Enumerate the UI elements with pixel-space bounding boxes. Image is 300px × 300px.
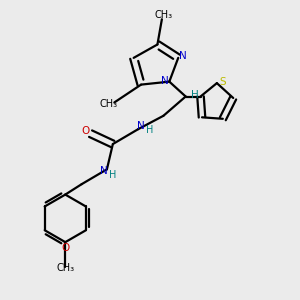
Text: CH₃: CH₃ — [57, 263, 75, 273]
Text: CH₃: CH₃ — [154, 10, 172, 20]
Text: O: O — [81, 126, 89, 136]
Text: O: O — [62, 243, 70, 253]
Text: CH₃: CH₃ — [99, 99, 118, 109]
Text: H: H — [109, 170, 116, 180]
Text: N: N — [100, 166, 108, 176]
Text: N: N — [179, 51, 187, 62]
Text: H: H — [191, 90, 199, 100]
Text: H: H — [146, 125, 153, 135]
Text: N: N — [137, 121, 145, 130]
Text: N: N — [161, 76, 168, 86]
Text: S: S — [220, 76, 226, 87]
